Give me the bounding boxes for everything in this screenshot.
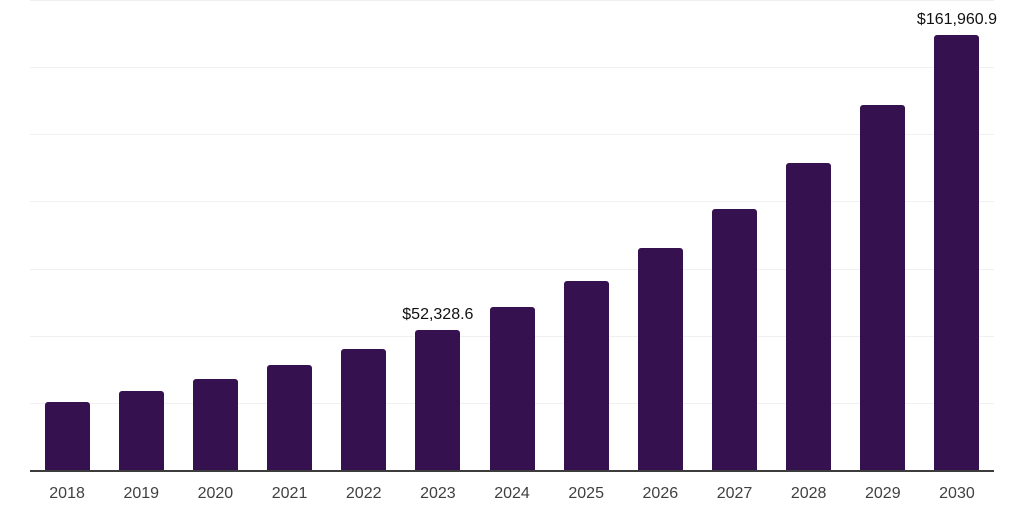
x-axis-label-2029: 2029 xyxy=(865,485,901,502)
bar-slot-2029 xyxy=(846,0,920,470)
x-axis-label-2027: 2027 xyxy=(716,485,753,502)
bar-slot-2024 xyxy=(475,0,549,470)
gridline xyxy=(30,201,994,202)
x-axis-label-2030: 2030 xyxy=(939,485,975,502)
bar-2023 xyxy=(415,329,461,470)
bar-2029 xyxy=(860,105,906,470)
bar-2026 xyxy=(637,247,683,470)
x-axis-label-2025: 2025 xyxy=(568,485,604,502)
bar-2019 xyxy=(118,391,164,470)
x-axis-label-2023: 2023 xyxy=(420,485,456,502)
bar-2024 xyxy=(489,307,535,470)
bar-2022 xyxy=(341,349,387,470)
bar-2027 xyxy=(711,208,757,470)
bar-value-label-2030: $161,960.9 xyxy=(916,11,997,28)
x-axis-label-2026: 2026 xyxy=(642,485,679,502)
bar-2028 xyxy=(786,163,832,470)
x-axis-labels: 2018 2019 2020 2021 2022 2023 2024 2025 2026 2027… xyxy=(30,484,994,503)
x-axis-label-2024: 2024 xyxy=(494,485,530,502)
bar-2018 xyxy=(44,402,90,470)
x-axis-label-2020: 2020 xyxy=(197,485,234,502)
bar-slot-2018 xyxy=(30,0,104,470)
bar-slot-2030: $161,960.9 xyxy=(916,0,997,470)
x-axis-label-2018: 2018 xyxy=(49,485,85,502)
bar-slot-2021 xyxy=(252,0,326,470)
bar-slot-2020 xyxy=(178,0,252,470)
x-axis-label-2022: 2022 xyxy=(345,485,382,502)
bar-2030 xyxy=(934,35,980,470)
x-axis-line xyxy=(30,470,994,472)
bars-container: $52,328.6 $161,960.9 xyxy=(30,0,997,470)
bar-slot-2023: $52,328.6 xyxy=(401,0,475,470)
bar-2025 xyxy=(563,280,609,470)
gridline xyxy=(30,134,994,135)
plot-area: $52,328.6 $161,960.9 xyxy=(30,0,997,470)
bar-value-label-2023: $52,328.6 xyxy=(402,305,474,323)
gridline xyxy=(30,269,994,270)
bar-slot-2025 xyxy=(549,0,623,470)
x-axis-label-2019: 2019 xyxy=(123,485,160,502)
gridline xyxy=(30,0,994,1)
bar-slot-2022 xyxy=(327,0,401,470)
gridline xyxy=(30,67,994,68)
bar-2021 xyxy=(267,365,313,470)
x-axis-label-2028: 2028 xyxy=(790,485,827,502)
x-axis-label-2021: 2021 xyxy=(271,485,308,502)
bar-slot-2027 xyxy=(697,0,771,470)
bar-slot-2028 xyxy=(772,0,846,470)
bar-slot-2019 xyxy=(104,0,178,470)
bar-slot-2026 xyxy=(623,0,697,470)
bar-2020 xyxy=(192,379,238,470)
